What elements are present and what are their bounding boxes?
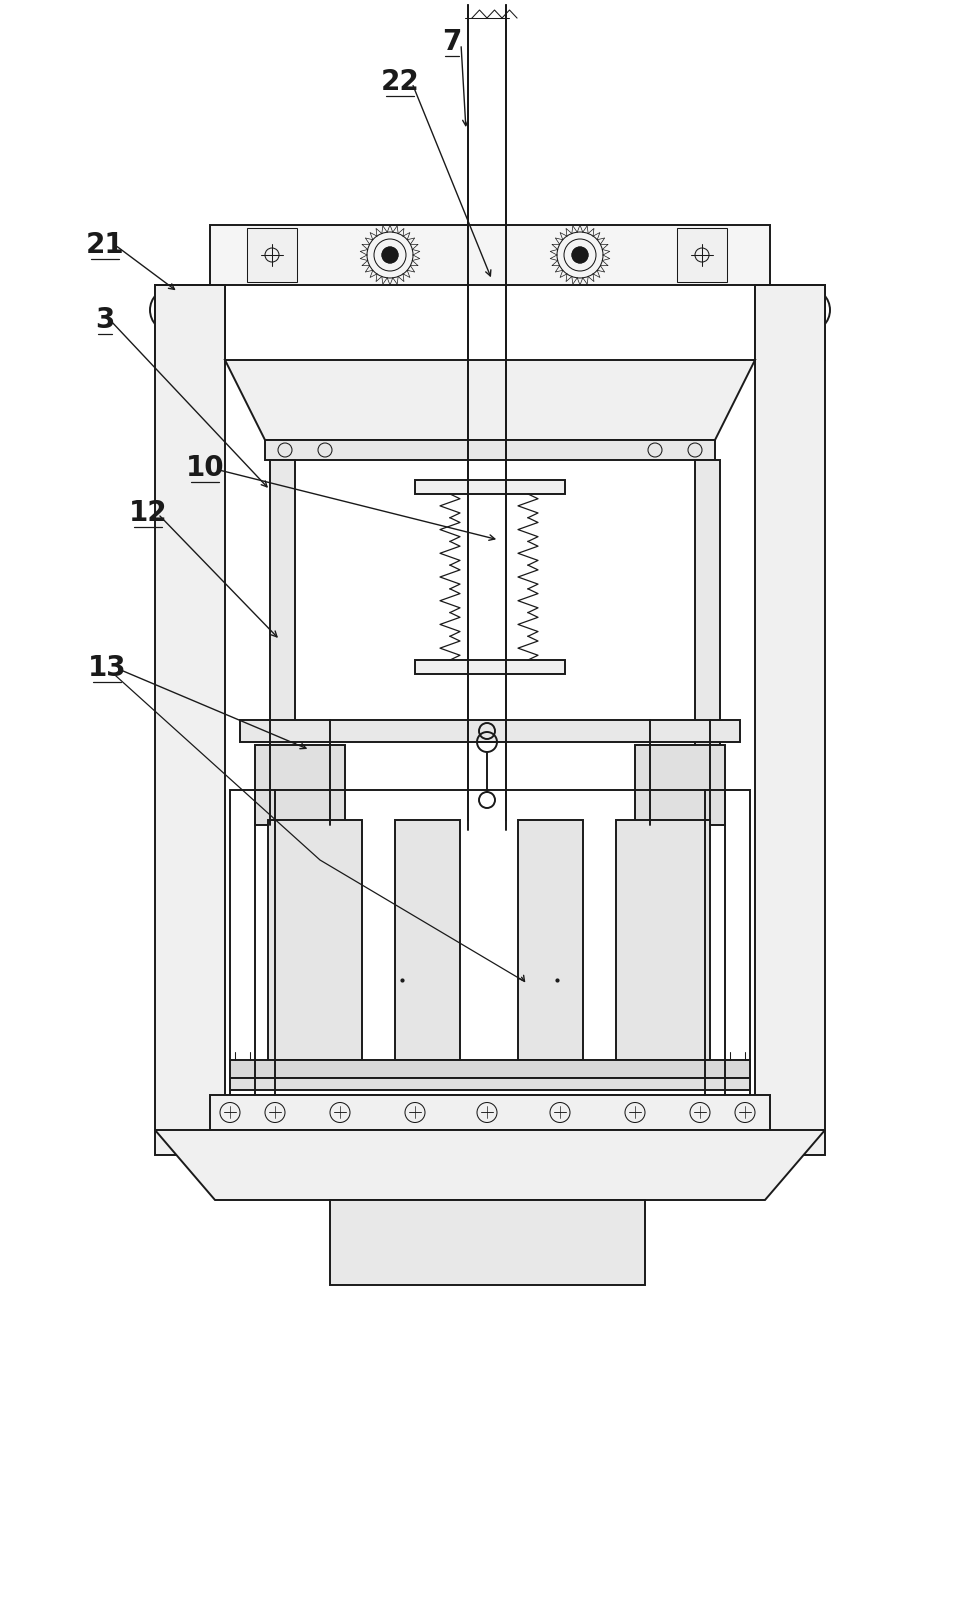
Text: 13: 13 [88,654,126,683]
Polygon shape [754,285,825,361]
Bar [634,745,724,824]
Bar [414,480,565,494]
Bar [230,1059,749,1079]
Bar [754,285,825,1154]
Bar [265,440,714,460]
Text: 3: 3 [95,306,114,333]
Text: 12: 12 [129,499,167,526]
Polygon shape [154,285,225,361]
Bar [239,720,740,742]
Bar [230,791,749,1095]
Bar [676,229,726,282]
Bar [518,819,582,1059]
Polygon shape [154,1130,825,1199]
Text: 22: 22 [380,68,419,97]
Text: 10: 10 [186,454,224,481]
Bar [395,819,459,1059]
Circle shape [572,246,587,262]
Bar [329,1199,645,1285]
Bar [695,460,719,791]
Bar [616,819,709,1059]
Bar [255,745,345,824]
Circle shape [382,246,398,262]
Bar [268,819,361,1059]
Bar [270,460,295,791]
Bar [154,285,225,1154]
Bar [247,229,297,282]
Text: 21: 21 [86,230,124,259]
Bar [414,660,565,675]
Bar [210,1095,769,1130]
Bar [230,1079,749,1090]
Bar [210,225,769,285]
Polygon shape [225,361,754,440]
Text: 7: 7 [442,27,461,56]
